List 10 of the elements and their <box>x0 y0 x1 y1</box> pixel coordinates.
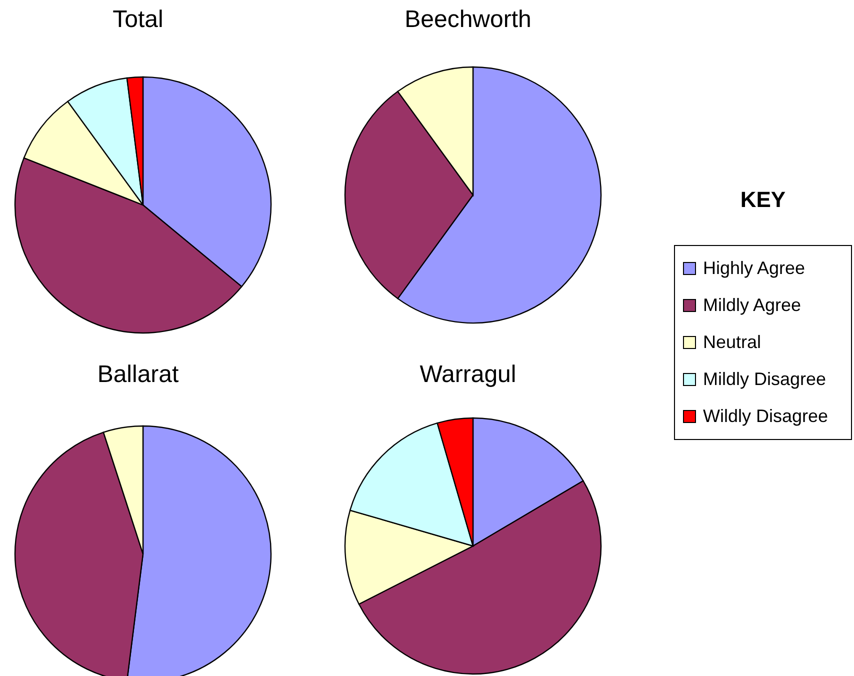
chart-title: Warragul <box>418 360 518 390</box>
legend-label: Mildly Disagree <box>703 369 826 390</box>
chart-title: Beechworth <box>404 5 532 35</box>
legend-label: Mildly Agree <box>703 295 802 316</box>
chart-title: Total <box>112 5 164 35</box>
legend-label: Wildly Disagree <box>703 406 828 427</box>
legend-title: KEY <box>739 186 787 214</box>
chart-title: Ballarat <box>96 360 180 390</box>
legend-label: Highly Agree <box>703 258 806 279</box>
legend-label: Neutral <box>703 332 762 353</box>
